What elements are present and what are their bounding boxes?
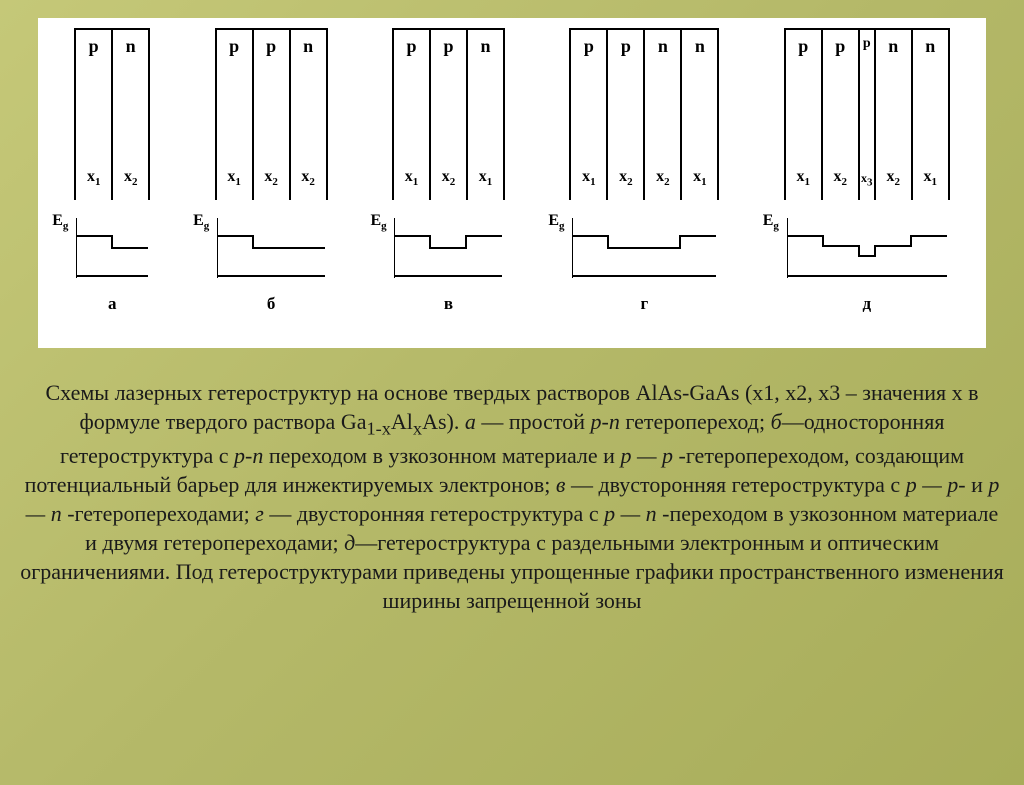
layer-type-label: n <box>925 36 935 57</box>
eg-svg <box>394 218 502 278</box>
layer-col: n x2 <box>291 30 326 200</box>
layer-type-label: p <box>863 36 871 52</box>
layer-type-label: p <box>621 36 631 57</box>
layer-col: n x2 <box>113 30 148 200</box>
layer-x-label: x1 <box>693 168 707 188</box>
eg-axis-label: Eg <box>548 212 564 232</box>
layer-col: n x1 <box>468 30 503 200</box>
layer-col: p x2 <box>254 30 291 200</box>
layer-col: p x1 <box>786 30 823 200</box>
layer-type-label: p <box>443 36 453 57</box>
eg-svg <box>76 218 148 278</box>
structure-a: p x1 n x2 Eg а <box>74 28 150 314</box>
structure-label: г <box>640 294 648 314</box>
eg-profile: Eg <box>572 218 716 278</box>
layers-box: p x1 n x2 <box>74 28 150 200</box>
layer-x-label: x2 <box>124 168 138 188</box>
layer-type-label: n <box>695 36 705 57</box>
layer-col: p x3 <box>860 30 876 200</box>
layer-x-label: x1 <box>582 168 596 188</box>
eg-svg <box>787 218 947 278</box>
layer-type-label: p <box>89 36 99 57</box>
layer-col: n x1 <box>682 30 717 200</box>
layer-type-label: n <box>480 36 490 57</box>
eg-axis-label: Eg <box>52 212 68 232</box>
layers-box: p x1 p x2 n x2 n x1 <box>569 28 719 200</box>
layer-type-label: n <box>658 36 668 57</box>
layer-x-label: x2 <box>656 168 670 188</box>
layer-x-label: x1 <box>479 168 493 188</box>
structure-v: p x1 p x2 n x1 Eg в <box>392 28 505 314</box>
eg-profile: Eg <box>787 218 947 278</box>
layer-x-label: x2 <box>834 168 848 188</box>
layer-col: p x2 <box>823 30 860 200</box>
layer-type-label: p <box>406 36 416 57</box>
layer-col: p x1 <box>571 30 608 200</box>
layer-x-label: x1 <box>405 168 419 188</box>
eg-profile: Eg <box>76 218 148 278</box>
eg-svg <box>217 218 325 278</box>
layer-type-label: n <box>888 36 898 57</box>
structure-d: p x1 p x2 p x3 n x2 n x1 Eg д <box>784 28 950 314</box>
eg-svg <box>572 218 716 278</box>
structure-label: б <box>267 294 276 314</box>
layer-type-label: p <box>229 36 239 57</box>
layer-x-label: x2 <box>264 168 278 188</box>
layer-x-label: x2 <box>619 168 633 188</box>
eg-profile: Eg <box>217 218 325 278</box>
eg-profile: Eg <box>394 218 502 278</box>
layer-x-label: x2 <box>442 168 456 188</box>
layer-x-label: x3 <box>861 171 873 188</box>
layer-col: p x1 <box>217 30 254 200</box>
layer-x-label: x1 <box>227 168 241 188</box>
caption-text: Схемы лазерных гетероструктур на основе … <box>20 378 1004 615</box>
layer-x-label: x1 <box>797 168 811 188</box>
layer-type-label: p <box>266 36 276 57</box>
structure-b: p x1 p x2 n x2 Eg б <box>215 28 328 314</box>
structure-label: д <box>862 294 871 314</box>
layers-box: p x1 p x2 n x1 <box>392 28 505 200</box>
layer-col: p x1 <box>76 30 113 200</box>
layers-box: p x1 p x2 n x2 <box>215 28 328 200</box>
structure-label: в <box>444 294 453 314</box>
layer-col: n x2 <box>645 30 682 200</box>
structure-label: а <box>108 294 117 314</box>
layer-col: p x2 <box>608 30 645 200</box>
layer-col: n x1 <box>913 30 948 200</box>
structure-g: p x1 p x2 n x2 n x1 Eg г <box>569 28 719 314</box>
layers-box: p x1 p x2 p x3 n x2 n x1 <box>784 28 950 200</box>
layer-x-label: x1 <box>924 168 938 188</box>
layer-type-label: n <box>303 36 313 57</box>
eg-axis-label: Eg <box>193 212 209 232</box>
eg-axis-label: Eg <box>370 212 386 232</box>
layer-col: n x2 <box>876 30 913 200</box>
layer-type-label: p <box>835 36 845 57</box>
layer-type-label: p <box>584 36 594 57</box>
layer-type-label: n <box>126 36 136 57</box>
eg-axis-label: Eg <box>763 212 779 232</box>
layer-col: p x2 <box>431 30 468 200</box>
layer-type-label: p <box>798 36 808 57</box>
layer-col: p x1 <box>394 30 431 200</box>
layer-x-label: x2 <box>887 168 901 188</box>
diagram-panel: px1nx2Egаpx1px2nx2Egбpx1px2nx1Egвpx1px2n… <box>38 18 986 348</box>
layer-x-label: x1 <box>87 168 101 188</box>
layer-x-label: x2 <box>301 168 315 188</box>
